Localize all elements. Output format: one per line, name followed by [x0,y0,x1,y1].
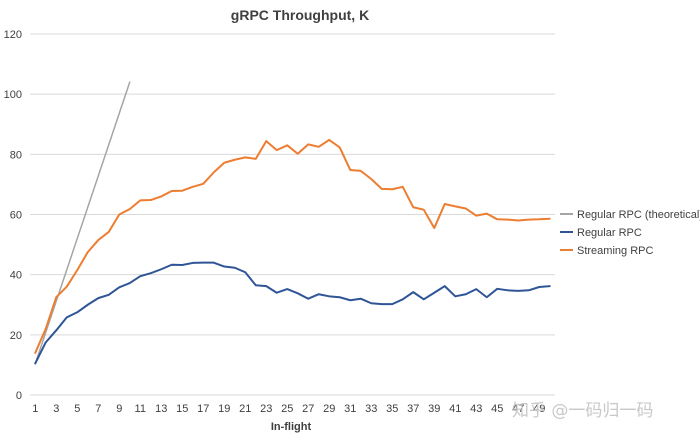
x-tick-label: 23 [260,403,272,415]
x-axis-title: In-flight [271,421,312,433]
x-tick-label: 9 [116,403,122,415]
legend-label: Regular RPC (theoretical) [577,209,700,221]
x-tick-label: 37 [407,403,419,415]
y-tick-label: 100 [4,89,22,101]
y-tick-label: 20 [10,330,22,342]
x-axis-ticks: 1 3 5 7 9 11 13 15 17 19 21 23 25 27 29 31 33 35 37 39 41 43 4… [32,403,545,415]
legend-label: Streaming RPC [577,245,653,257]
x-tick-label: 25 [281,403,293,415]
x-tick-label: 5 [74,403,80,415]
y-tick-label: 40 [10,270,22,282]
x-tick-label: 21 [239,403,251,415]
series-line-1 [34,81,131,365]
y-tick-label: 120 [4,29,22,41]
x-tick-label: 29 [323,403,335,415]
x-tick-label: 49 [533,403,545,415]
x-tick-label: 27 [302,403,314,415]
y-tick-label: 0 [16,390,22,402]
series-line-3 [34,138,551,354]
gridlines [30,33,555,336]
x-tick-label: 1 [32,403,38,415]
legend-label: Regular RPC [577,227,642,239]
x-tick-label: 45 [491,403,503,415]
x-tick-label: 15 [176,403,188,415]
y-tick-label: 60 [10,210,22,222]
x-tick-label: 41 [449,403,461,415]
legend: Regular RPC (theoretical) Regular RPC Stre… [560,209,700,257]
x-tick-label: 3 [53,403,59,415]
series-line-2 [34,261,551,365]
x-tick-label: 11 [135,403,146,415]
y-axis-ticks: 0 20 40 60 80 100 120 [4,29,22,402]
x-tick-label: 17 [197,403,209,415]
x-tick-label: 35 [386,403,398,415]
x-tick-label: 33 [365,403,377,415]
x-tick-label: 19 [218,403,230,415]
x-tick-label: 47 [512,403,524,415]
watermark: 知乎 @一码归一码 [512,401,653,421]
x-tick-label: 39 [428,403,440,415]
x-tick-label: 7 [95,403,101,415]
series-lines [34,81,551,365]
y-tick-label: 80 [10,149,22,161]
chart-title: gRPC Throughput, K [231,7,369,23]
x-tick-label: 43 [470,403,482,415]
x-tick-label: 13 [155,403,167,415]
x-tick-label: 31 [344,403,356,415]
